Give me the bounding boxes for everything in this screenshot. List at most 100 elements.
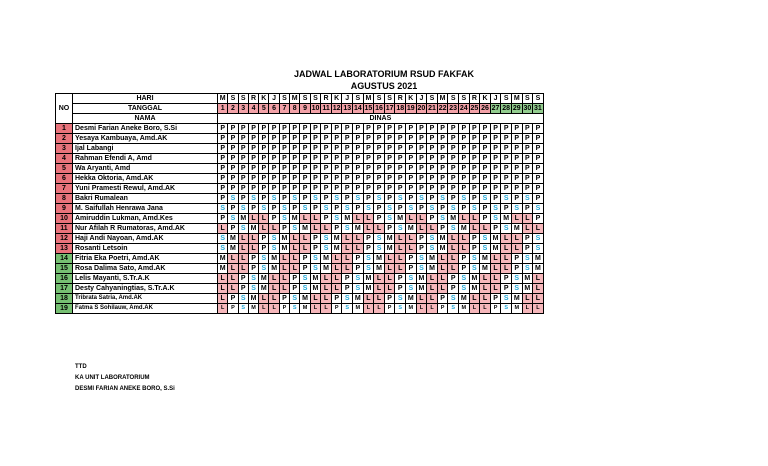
row-number: 14 — [55, 253, 73, 264]
shift-cell: M — [341, 213, 354, 224]
shift-cell: P — [216, 213, 229, 224]
shift-cell: S — [216, 233, 229, 244]
shift-cell: L — [383, 273, 396, 284]
shift-cell: M — [227, 233, 239, 244]
shift-cell: P — [330, 123, 343, 134]
shift-cell: L — [352, 213, 364, 224]
shift-cell: L — [458, 213, 470, 224]
shift-cell: P — [436, 133, 449, 144]
shift-cell: P — [510, 153, 523, 164]
shift-cell: P — [320, 173, 332, 184]
shift-cell: P — [216, 163, 229, 174]
table-row: 19 Fatma S Sohilauw, Amd.AK L P S M L L P S M L L P S M… — [55, 303, 544, 314]
staff-name: Rahman Efendi A, Amd — [72, 153, 218, 164]
date-cell: 20 — [415, 103, 428, 114]
shift-cell: P — [489, 163, 502, 174]
shift-cell: P — [258, 243, 270, 254]
shift-cell: P — [436, 183, 449, 194]
shift-cell: L — [521, 293, 534, 304]
table-row: 6 Hekka Oktoria, Amd.AK P P P P P P P P P P P P P P P P P P… — [55, 173, 544, 184]
shift-cell: M — [278, 233, 291, 244]
staff-name: Nur Afilah R Rumatoras, Amd.AK — [72, 223, 218, 234]
shift-cell: M — [247, 293, 260, 304]
shift-cell: P — [237, 163, 249, 174]
day-cell: S — [227, 93, 239, 104]
shift-cell: P — [405, 183, 417, 194]
shift-cell: P — [309, 203, 322, 214]
shift-cell: P — [479, 143, 491, 154]
shift-cell: P — [532, 123, 544, 134]
shift-cell: L — [373, 283, 385, 294]
shift-cell: M — [247, 303, 260, 314]
date-cell: 8 — [289, 103, 301, 114]
signer-position: KA UNIT LABORATORIUM — [75, 375, 150, 381]
shift-cell: P — [415, 143, 428, 154]
shift-cell: P — [510, 123, 523, 134]
shift-cell: L — [447, 243, 459, 254]
page-title: JADWAL LABORATORIUM RSUD FAKFAK — [294, 69, 474, 79]
shift-cell: L — [299, 213, 311, 224]
shift-cell: M — [352, 303, 364, 314]
shift-cell: M — [247, 223, 260, 234]
shift-cell: L — [532, 273, 544, 284]
shift-cell: S — [521, 193, 534, 204]
day-cell: S — [237, 93, 249, 104]
shift-cell: L — [309, 293, 322, 304]
shift-cell: L — [320, 223, 332, 234]
shift-cell: P — [468, 233, 481, 244]
shift-cell: L — [289, 263, 301, 274]
shift-cell: P — [320, 123, 332, 134]
staff-name: M. Saifullah Henrawa Jana — [72, 203, 218, 214]
shift-cell: S — [373, 193, 385, 204]
shift-cell: M — [510, 303, 523, 314]
shift-cell: P — [489, 183, 502, 194]
shift-cell: S — [415, 263, 428, 274]
shift-cell: L — [268, 283, 280, 294]
shift-cell: P — [479, 173, 491, 184]
row-number: 8 — [55, 193, 73, 204]
shift-cell: M — [426, 263, 438, 274]
shift-cell: P — [489, 303, 502, 314]
shift-cell: P — [247, 173, 260, 184]
row-number: 5 — [55, 163, 73, 174]
shift-cell: L — [405, 213, 417, 224]
table-row: 1 Desmi Farian Aneke Boro, S.Si P P P P P P P P P P… — [55, 123, 544, 134]
shift-cell: P — [309, 143, 322, 154]
shift-cell: P — [426, 133, 438, 144]
shift-cell: L — [330, 273, 343, 284]
shift-cell: L — [278, 263, 291, 274]
shift-cell: S — [258, 253, 270, 264]
shift-cell: S — [532, 203, 544, 214]
shift-cell: P — [426, 153, 438, 164]
shift-cell: M — [227, 243, 239, 254]
shift-cell: P — [383, 123, 396, 134]
shift-cell: L — [320, 303, 332, 314]
day-cell: J — [415, 93, 428, 104]
shift-cell: P — [258, 143, 270, 154]
shift-cell: S — [510, 273, 523, 284]
shift-cell: P — [362, 133, 375, 144]
shift-cell: P — [436, 293, 449, 304]
shift-cell: P — [352, 123, 364, 134]
staff-name: Desmi Farian Aneke Boro, S.Si — [72, 123, 218, 134]
shift-cell: P — [309, 153, 322, 164]
shift-cell: L — [415, 213, 428, 224]
shift-cell: P — [247, 263, 260, 274]
shift-cell: S — [341, 223, 354, 234]
shift-cell: M — [258, 283, 270, 294]
shift-cell: P — [341, 143, 354, 154]
shift-cell: S — [415, 193, 428, 204]
shift-cell: L — [521, 223, 534, 234]
shift-cell: P — [247, 183, 260, 194]
shift-cell: S — [247, 193, 260, 204]
date-cell: 31 — [532, 103, 544, 114]
shift-cell: P — [394, 123, 406, 134]
shift-cell: P — [362, 163, 375, 174]
shift-cell: P — [468, 143, 481, 154]
shift-cell: P — [405, 133, 417, 144]
shift-cell: S — [258, 263, 270, 274]
shift-cell: P — [426, 143, 438, 154]
shift-cell: P — [373, 153, 385, 164]
shift-cell: L — [341, 253, 354, 264]
shift-cell: S — [278, 213, 291, 224]
